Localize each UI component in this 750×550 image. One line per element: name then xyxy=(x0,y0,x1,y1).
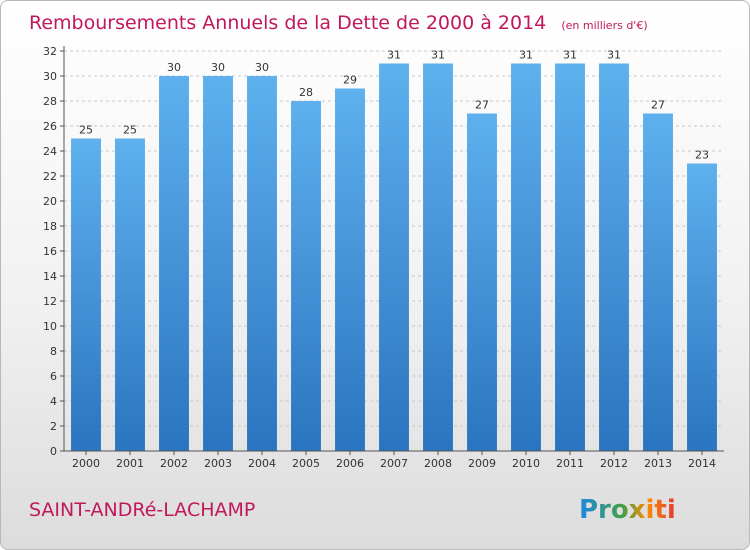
bar-value-labels: 25 25 30 30 30 28 29 31 31 27 31 31 31 27 23 xyxy=(79,49,709,162)
y-tick-label: 16 xyxy=(43,245,57,258)
bar-value-label: 27 xyxy=(475,99,489,112)
y-tick-label: 30 xyxy=(43,70,57,83)
bar-value-label: 31 xyxy=(563,49,577,62)
y-tick-label: 0 xyxy=(50,445,57,458)
bar-value-label: 31 xyxy=(519,49,533,62)
x-tick-label: 2006 xyxy=(336,457,364,470)
y-tick-label: 4 xyxy=(50,395,57,408)
bar-value-label: 25 xyxy=(79,124,93,137)
x-tick-label: 2000 xyxy=(72,457,100,470)
bars xyxy=(71,63,717,451)
y-tick-label: 32 xyxy=(43,45,57,58)
y-tick-label: 24 xyxy=(43,145,57,158)
bar xyxy=(423,63,453,451)
chart-title-main: Remboursements Annuels de la Dette de 20… xyxy=(29,12,546,34)
bar xyxy=(203,76,233,451)
x-tick-label: 2004 xyxy=(248,457,276,470)
bar xyxy=(511,63,541,451)
x-tick-label: 2014 xyxy=(688,457,716,470)
bar xyxy=(599,63,629,451)
x-tick-label: 2007 xyxy=(380,457,408,470)
x-tick-label: 2005 xyxy=(292,457,320,470)
x-tick-label: 2002 xyxy=(160,457,188,470)
y-tick-label: 18 xyxy=(43,220,57,233)
bar-value-label: 25 xyxy=(123,124,137,137)
y-tick-label: 26 xyxy=(43,120,57,133)
bar-value-label: 29 xyxy=(343,74,357,87)
x-tick-label: 2009 xyxy=(468,457,496,470)
bar xyxy=(687,163,717,451)
bar xyxy=(379,63,409,451)
bar-value-label: 31 xyxy=(387,49,401,62)
commune-name: SAINT-ANDRé-LACHAMP xyxy=(29,499,255,521)
y-tick-label: 28 xyxy=(43,95,57,108)
x-tick-label: 2001 xyxy=(116,457,144,470)
bar-value-label: 31 xyxy=(607,49,621,62)
bar-value-label: 27 xyxy=(651,99,665,112)
bar xyxy=(643,113,673,451)
bar-value-label: 30 xyxy=(167,61,181,74)
chart-title-unit: (en milliers d'€) xyxy=(561,19,647,32)
bar-value-label: 30 xyxy=(255,61,269,74)
x-tick-label: 2003 xyxy=(204,457,232,470)
y-tick-label: 8 xyxy=(50,345,57,358)
y-tick-label: 22 xyxy=(43,170,57,183)
y-tick-label: 14 xyxy=(43,270,57,283)
bar-value-label: 23 xyxy=(695,149,709,162)
bar xyxy=(71,138,101,451)
bar xyxy=(115,138,145,451)
proxiti-logo: Proxiti xyxy=(579,495,676,525)
chart-title: Remboursements Annuels de la Dette de 20… xyxy=(29,12,648,34)
bar-value-label: 30 xyxy=(211,61,225,74)
y-tick-label: 6 xyxy=(50,370,57,383)
bar-value-label: 31 xyxy=(431,49,445,62)
x-tick-label: 2011 xyxy=(556,457,584,470)
x-tick-label: 2013 xyxy=(644,457,672,470)
bar xyxy=(247,76,277,451)
bar xyxy=(467,113,497,451)
bar xyxy=(291,101,321,451)
x-tick-label: 2008 xyxy=(424,457,452,470)
y-tick-label: 10 xyxy=(43,320,57,333)
y-tick-label: 2 xyxy=(50,420,57,433)
bar-value-label: 28 xyxy=(299,86,313,99)
x-tick-label: 2010 xyxy=(512,457,540,470)
bar xyxy=(555,63,585,451)
x-tick-label: 2012 xyxy=(600,457,628,470)
bar xyxy=(335,88,365,451)
x-axis-ticks: 2000 2001 2002 2003 2004 2005 2006 2007 2008 2009… xyxy=(72,451,716,470)
axes xyxy=(63,46,724,452)
y-tick-label: 20 xyxy=(43,195,57,208)
bar xyxy=(159,76,189,451)
y-tick-label: 12 xyxy=(43,295,57,308)
